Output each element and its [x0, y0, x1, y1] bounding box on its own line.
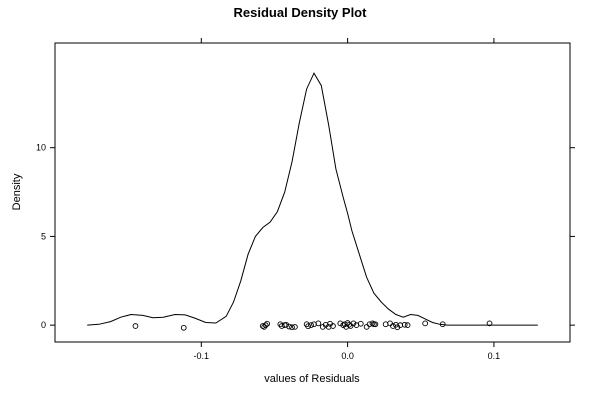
x-tick-label: -0.1 — [194, 351, 210, 361]
residual-point — [347, 323, 354, 329]
y-tick-label: 0 — [41, 320, 46, 330]
residual-point — [404, 322, 411, 328]
residual-point — [372, 321, 379, 328]
chart-title: Residual Density Plot — [234, 5, 368, 20]
residual-point — [286, 323, 292, 330]
x-axis-label: values of Residuals — [264, 373, 360, 385]
residual-point — [308, 322, 314, 328]
x-tick-label: 0.0 — [341, 351, 354, 361]
y-tick-label: 10 — [36, 143, 46, 153]
residual-point — [350, 320, 357, 327]
residual-point — [261, 324, 268, 330]
residual-point — [289, 324, 295, 331]
residual-point — [401, 321, 408, 328]
residual-point — [363, 324, 370, 330]
residual-point — [344, 320, 351, 326]
residual-point — [315, 320, 322, 327]
residual-point — [292, 324, 298, 330]
residual-point — [264, 320, 270, 327]
residual-point — [132, 323, 139, 329]
residual-point — [180, 324, 187, 331]
residual-point — [330, 323, 336, 329]
residual-point — [262, 322, 269, 328]
residual-point — [422, 320, 429, 327]
residual-point — [305, 323, 311, 330]
x-tick-label: 0.1 — [488, 351, 501, 361]
residual-point — [486, 320, 493, 327]
plot-layer — [87, 72, 538, 331]
residual-point — [387, 320, 393, 327]
residual-point — [283, 321, 290, 328]
plot-frame — [54, 42, 571, 343]
residual-point — [357, 320, 364, 327]
axis-layer: -0.1 0.0 0.1 0 5 10 — [36, 38, 575, 361]
residual-point — [439, 321, 446, 328]
y-axis-label: Density — [11, 173, 23, 210]
y-tick-label: 5 — [41, 231, 46, 241]
density-curve — [87, 72, 538, 326]
